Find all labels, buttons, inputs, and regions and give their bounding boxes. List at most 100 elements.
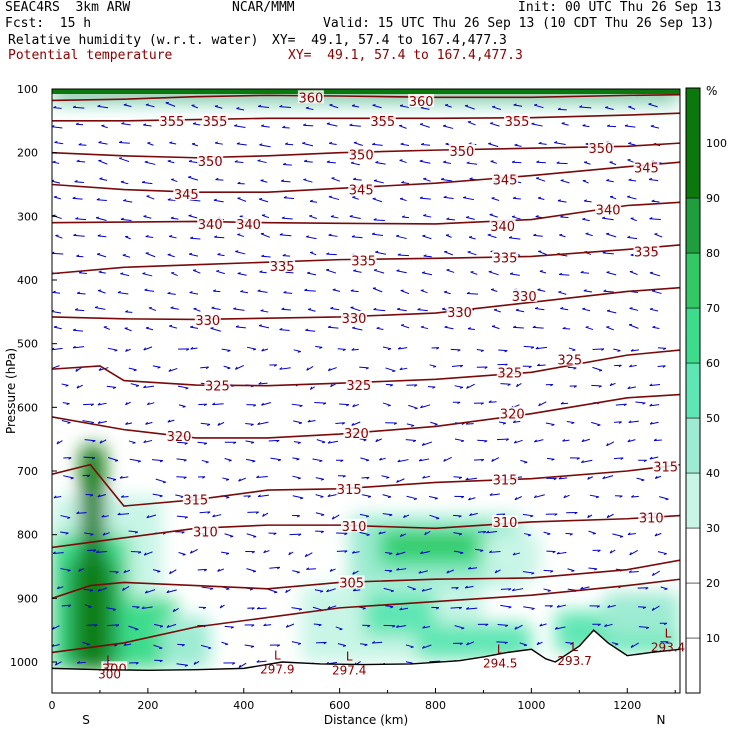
wind-arrow-head bbox=[122, 587, 125, 591]
wind-arrow bbox=[466, 162, 478, 165]
wind-arrow-head bbox=[553, 477, 557, 481]
wind-arrow bbox=[660, 586, 668, 590]
wind-arrow bbox=[315, 494, 324, 498]
wind-arrow bbox=[382, 513, 393, 516]
wind-arrow bbox=[171, 272, 178, 276]
wind-arrow bbox=[190, 347, 198, 350]
wind-arrow bbox=[60, 568, 71, 571]
wind-arrow bbox=[330, 216, 339, 219]
wind-arrow bbox=[199, 511, 211, 514]
wind-arrow bbox=[500, 383, 511, 385]
wind-arrow-head bbox=[167, 419, 171, 423]
wind-arrow bbox=[466, 383, 475, 389]
wind-arrow-head bbox=[558, 290, 562, 293]
wind-arrow-head bbox=[558, 476, 562, 480]
wind-arrow bbox=[488, 401, 497, 403]
wind-arrow-head bbox=[560, 307, 564, 309]
wind-arrow-head bbox=[298, 533, 302, 537]
wind-arrow-head bbox=[230, 626, 234, 629]
wind-arrow-head bbox=[76, 159, 80, 162]
theta-label-bg bbox=[446, 304, 473, 318]
wind-arrow-head bbox=[169, 141, 173, 144]
wind-arrow bbox=[558, 291, 567, 295]
wind-arrow-head bbox=[643, 459, 647, 463]
colorbar-tick-label: 30 bbox=[706, 522, 720, 535]
wind-arrow bbox=[543, 569, 554, 572]
wind-arrow bbox=[607, 604, 616, 608]
wind-arrow bbox=[119, 141, 130, 144]
wind-arrow bbox=[269, 566, 280, 569]
wind-arrow bbox=[122, 585, 130, 591]
wind-arrow-head bbox=[183, 459, 187, 462]
wind-arrow-head bbox=[480, 349, 484, 352]
wind-arrow-head bbox=[372, 142, 376, 145]
wind-arrow-head bbox=[552, 551, 556, 554]
wind-arrow bbox=[291, 641, 301, 645]
wind-arrow-head bbox=[594, 568, 598, 571]
wind-arrow-head bbox=[434, 497, 438, 500]
wind-arrow bbox=[441, 178, 453, 182]
wind-arrow bbox=[75, 218, 87, 221]
wind-arrow bbox=[559, 274, 570, 276]
wind-arrow bbox=[467, 251, 477, 256]
theta-contour-355 bbox=[52, 112, 680, 122]
wind-arrow bbox=[53, 495, 62, 499]
wind-arrow bbox=[376, 327, 384, 330]
wind-arrow bbox=[84, 532, 94, 535]
wind-arrow-head bbox=[258, 381, 262, 385]
wind-arrow bbox=[558, 477, 568, 480]
wind-arrow bbox=[257, 160, 267, 164]
wind-arrow-head bbox=[353, 141, 357, 144]
wind-arrow bbox=[353, 270, 362, 273]
wind-arrow-head bbox=[167, 159, 171, 162]
wind-arrow-head bbox=[602, 476, 606, 479]
wind-arrow-head bbox=[443, 160, 447, 163]
wind-arrow-head bbox=[211, 306, 215, 309]
wind-arrow-head bbox=[305, 328, 309, 331]
wind-arrow-head bbox=[203, 568, 208, 572]
wind-arrow bbox=[308, 308, 316, 312]
wind-arrow-head bbox=[433, 365, 437, 368]
wind-arrow bbox=[145, 589, 156, 594]
wind-arrow-head bbox=[327, 494, 331, 497]
terrain bbox=[52, 629, 680, 693]
wind-arrow bbox=[145, 236, 154, 238]
wind-arrow-head bbox=[539, 623, 543, 627]
wind-arrow-head bbox=[364, 644, 368, 647]
wind-arrow bbox=[543, 531, 551, 535]
wind-arrow-head bbox=[420, 325, 424, 328]
wind-arrow bbox=[473, 458, 484, 461]
wind-arrow-head bbox=[458, 606, 462, 610]
wind-arrow-head bbox=[120, 495, 124, 498]
wind-arrow bbox=[119, 157, 130, 163]
wind-arrow-head bbox=[297, 350, 301, 353]
wind-arrow bbox=[54, 141, 64, 145]
wind-arrow-head bbox=[461, 627, 465, 630]
wind-arrow-head bbox=[484, 440, 488, 443]
wind-arrow bbox=[379, 457, 386, 461]
wind-arrow-head bbox=[321, 514, 325, 517]
wind-arrow-head bbox=[70, 477, 74, 480]
wind-arrow-head bbox=[192, 122, 197, 125]
wind-arrow bbox=[329, 142, 337, 145]
wind-arrow bbox=[172, 608, 179, 613]
wind-arrow-head bbox=[606, 232, 610, 235]
wind-arrow-head bbox=[237, 233, 241, 236]
wind-arrow bbox=[630, 642, 639, 648]
wind-arrow bbox=[53, 107, 62, 109]
wind-arrow bbox=[453, 476, 462, 478]
wind-arrow bbox=[262, 512, 269, 517]
wind-arrow-head bbox=[624, 124, 628, 127]
wind-arrow bbox=[591, 384, 602, 387]
wind-arrow-head bbox=[606, 179, 610, 181]
wind-arrow-head bbox=[52, 290, 56, 293]
wind-arrow bbox=[533, 234, 543, 237]
wind-arrow-head bbox=[597, 623, 601, 627]
wind-arrow-head bbox=[96, 198, 100, 201]
wind-arrow-head bbox=[279, 104, 283, 108]
wind-arrow bbox=[234, 161, 244, 164]
wind-arrow-head bbox=[288, 551, 291, 556]
wind-arrow-head bbox=[328, 233, 332, 236]
wind-arrow-head bbox=[233, 441, 237, 445]
rh-blob bbox=[416, 623, 532, 659]
